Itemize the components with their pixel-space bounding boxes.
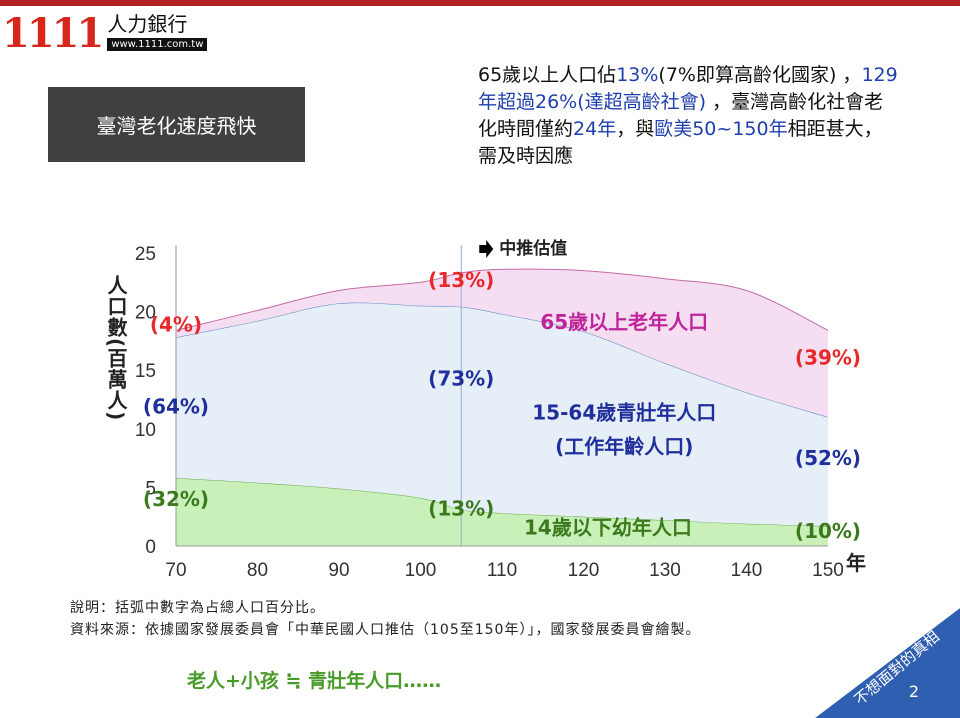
x-tick-label: 150 (812, 560, 844, 581)
projection-label: 中推估值 (499, 238, 567, 259)
annotation-4: (73%) (428, 366, 494, 390)
x-tick-label: 70 (165, 560, 186, 581)
annotation-5: (52%) (795, 446, 861, 470)
description-run-0: 65歲以上人口佔 (478, 64, 617, 86)
y-axis-label: 人口數(百萬人) (104, 275, 128, 422)
chart-note: 說明：括弧中數字為占總人口百分比。 (70, 600, 325, 616)
area-series-1 (176, 302, 828, 527)
description-run-5: 24年 (573, 118, 617, 140)
annotation-11: (工作年齡人口) (555, 434, 693, 458)
slide-title-text: 臺灣老化速度飛快 (96, 114, 257, 138)
series-line-2 (175, 268, 829, 331)
x-tick-label: 90 (328, 560, 349, 581)
description-run-7: 歐美50~150年 (654, 118, 788, 140)
annotation-9: 65歲以上老年人口 (540, 310, 708, 334)
x-tick-label: 110 (487, 560, 517, 581)
logo-url: www.1111.com.tw (107, 38, 208, 51)
y-tick-label: 5 (145, 478, 156, 499)
conclusion-text: 老人+小孩 ≒ 青壯年人口…… (187, 670, 442, 692)
description-run-3: 129年超過26%(達超高齡社會) (478, 64, 898, 113)
x-axis-label: 年 (846, 551, 866, 575)
logo-name: 人力銀行 (107, 12, 188, 36)
description-run-4: ，臺灣高齡化社會老化時間僅約 (478, 91, 884, 140)
annotation-12: 14歲以下幼年人口 (524, 515, 692, 539)
logo[interactable]: 1111 人力銀行 www.1111.com.tw (2, 10, 208, 57)
slide-title: 臺灣老化速度飛快 (48, 87, 305, 162)
x-tick-label: 130 (649, 560, 681, 581)
annotation-7: (13%) (428, 497, 494, 521)
annotation-2: (39%) (795, 345, 861, 369)
x-tick-label: 100 (405, 560, 437, 581)
area-series-0 (176, 478, 828, 546)
description-run-8: 相距甚大，需及時因應 (478, 118, 883, 167)
area-series-2 (176, 269, 828, 418)
top-accent-bar (0, 0, 960, 6)
x-tick-label: 140 (731, 560, 763, 581)
chart-source: 資料來源：依據國家發展委員會「中華民國人口推估（105至150年）」，國家發展委… (70, 622, 701, 638)
annotation-3: (64%) (143, 395, 209, 419)
annotation-8: (10%) (795, 519, 861, 543)
description-run-6: ，與 (616, 118, 655, 140)
y-tick-label: 0 (145, 537, 156, 558)
annotation-0: (4%) (150, 313, 202, 337)
annotation-10: 15-64歲青壯年人口 (532, 400, 716, 424)
x-tick-label: 80 (247, 560, 268, 581)
description-text: 65歲以上人口佔13%(7%即算高齡化國家) ，129年超過26%(達超高齡社會… (478, 62, 898, 170)
description-run-2: (7%即算高齡化國家) ， (658, 64, 862, 86)
page-number: 2 (909, 682, 919, 701)
arrow-right-icon (479, 240, 494, 258)
annotation-6: (32%) (143, 487, 209, 511)
description-run-1: 13% (616, 64, 659, 86)
population-chart: 中推估值 0 5 10 15 20 25 70 80 90 100 110 120 130 140 150 年 人… (104, 238, 866, 581)
annotation-1: (13%) (428, 268, 494, 292)
y-tick-label: 25 (135, 244, 156, 265)
y-tick-label: 20 (135, 303, 156, 324)
x-tick-label: 120 (568, 560, 600, 581)
logo-number: 1111 (2, 10, 104, 57)
y-tick-label: 15 (135, 361, 156, 382)
y-tick-label: 10 (135, 420, 156, 441)
